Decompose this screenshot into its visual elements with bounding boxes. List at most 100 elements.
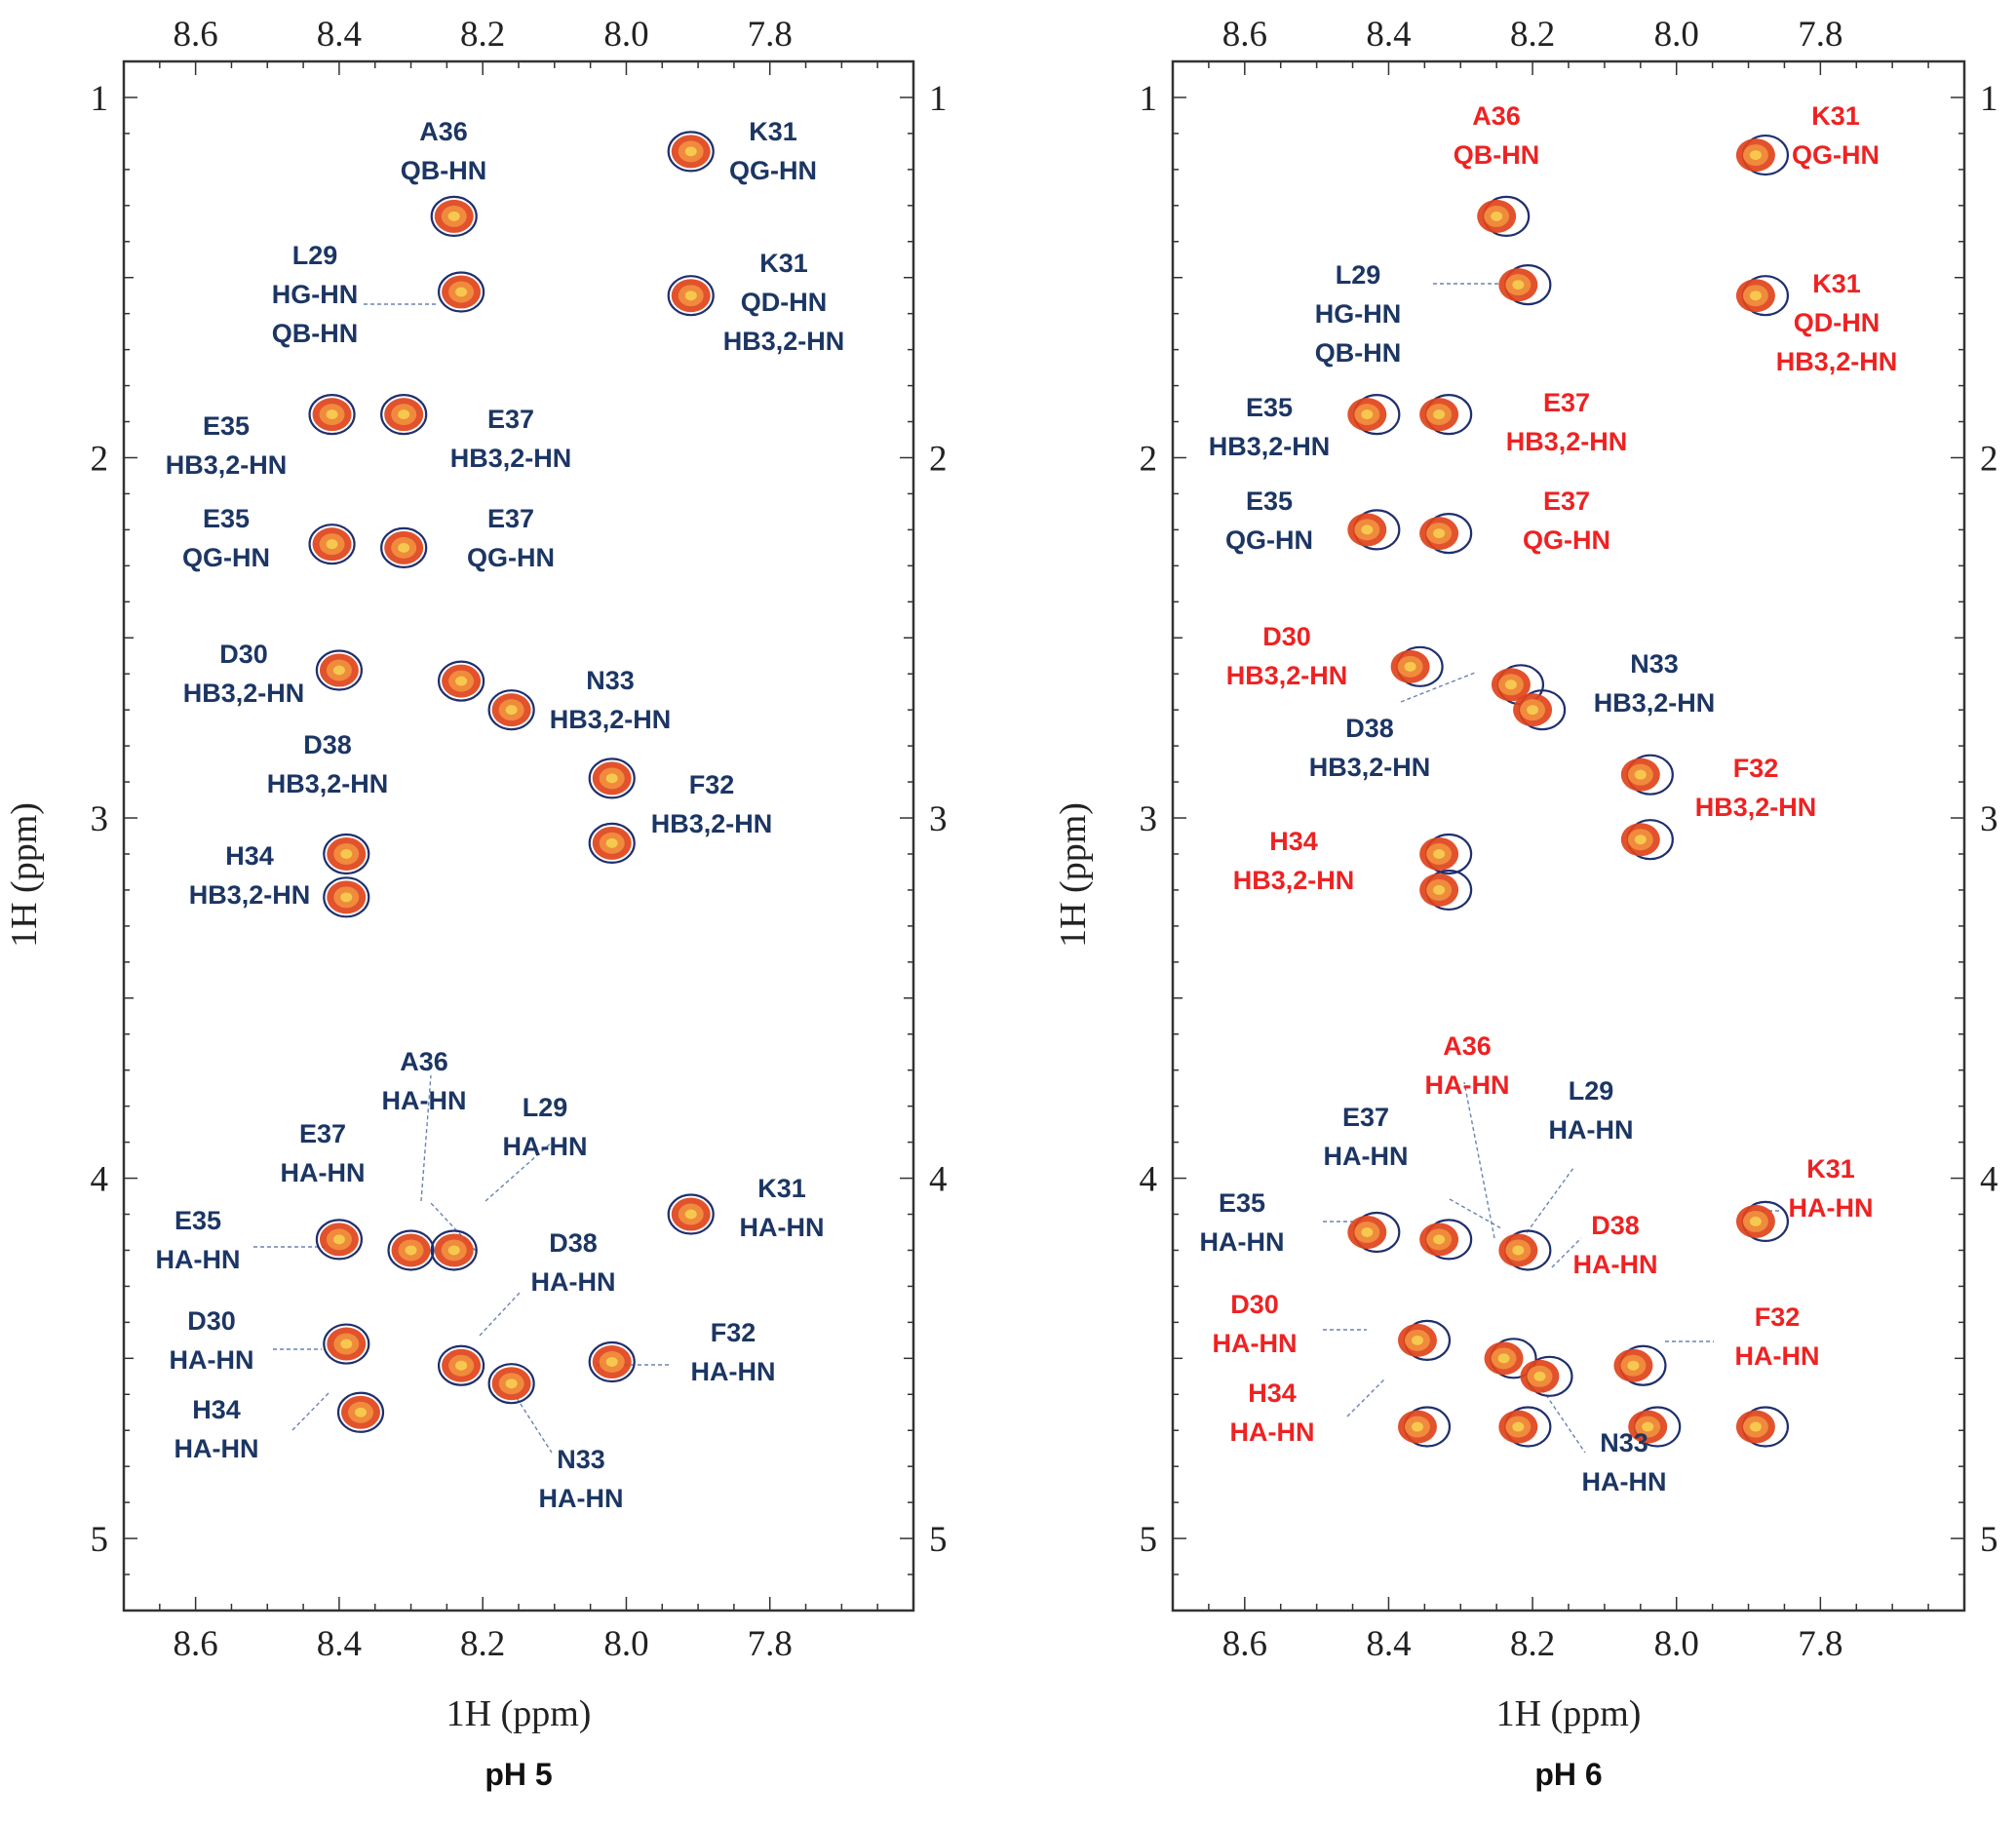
peak-label-line: D38 [1345, 714, 1394, 743]
label-leader-line [291, 1391, 330, 1431]
peak-label-line: D30 [1262, 622, 1311, 651]
peak-label-line: HA-HN [1582, 1467, 1667, 1496]
x-axis-label: 1H (ppm) [446, 1693, 592, 1734]
nmr-peak [487, 1363, 535, 1405]
peak-label-line: E37 [1342, 1103, 1389, 1132]
peak-contour-core [1433, 409, 1446, 420]
nmr-peak [430, 195, 478, 237]
peak-label-line: E37 [1543, 388, 1590, 417]
peak-label-line: HA-HN [281, 1158, 366, 1187]
peak-label-line: D38 [549, 1228, 598, 1258]
peak-contour-outer [380, 526, 428, 568]
peak-contour-core [455, 287, 468, 297]
peak-label-line: K31 [1812, 269, 1861, 298]
peak-contour-core [447, 1245, 460, 1256]
y-tick-label-left: 5 [91, 1520, 109, 1560]
peak-contour-core [398, 409, 410, 420]
peak-label-line: HB3,2-HN [723, 327, 845, 356]
peak-label-line: QB-HN [1315, 338, 1402, 368]
peak-contour-outer [667, 131, 715, 173]
peak-label: K31 QD-HN HB3,2-HN [723, 249, 845, 356]
peak-label: F32 HB3,2-HN [1695, 754, 1817, 822]
x-tick-label-bottom: 8.6 [1222, 1624, 1267, 1664]
peak-label-line: D38 [1591, 1211, 1640, 1240]
peak-label: L29 HG-HN QB-HN [1315, 260, 1402, 368]
peak-label-line: HB3,2-HN [550, 705, 672, 734]
peak-label-line: K31 [749, 117, 797, 146]
peak-label: E37 HB3,2-HN [450, 405, 572, 473]
peak-contour-core [1497, 1353, 1510, 1364]
peak-label-line: F32 [689, 770, 735, 799]
peak-label-line: QD-HN [1794, 308, 1880, 337]
peak-label: E37 HB3,2-HN [1506, 388, 1628, 456]
peak-label: K31 QD-HN HB3,2-HN [1776, 269, 1898, 376]
y-tick-label-right: 1 [929, 79, 948, 119]
peak-contour-core [455, 676, 468, 686]
peak-label-line: HB3,2-HN [1209, 432, 1331, 461]
nmr-peak [1477, 195, 1531, 237]
peak-contour-core [684, 291, 697, 301]
peak-label-line: HA-HN [503, 1132, 588, 1161]
peak-contour-core [1749, 1216, 1762, 1226]
x-tick-label-bottom: 8.4 [1366, 1624, 1411, 1664]
peak-contour-outer [588, 1340, 636, 1383]
label-leader-line [516, 1397, 553, 1454]
nmr-peak [1620, 754, 1674, 796]
peak-contour-outer [588, 822, 636, 864]
label-leader-line [1541, 1388, 1586, 1454]
peak-contour-outer [323, 833, 370, 875]
y-axis-label: 1H (ppm) [4, 802, 45, 948]
peak-contour-core [1533, 1371, 1546, 1381]
peak-label: E35 HA-HN [156, 1206, 241, 1274]
peak-label: K31 HA-HN [1789, 1154, 1874, 1223]
nmr-peak [315, 649, 364, 691]
peak-label: A36 HA-HN [1425, 1031, 1510, 1100]
nmr-peak [667, 131, 715, 173]
nmr-peak [1347, 1211, 1401, 1254]
x-tick-label-bottom: 8.2 [460, 1624, 505, 1664]
peak-label-line: E37 [487, 405, 534, 434]
peak-label: F32 HA-HN [1735, 1302, 1820, 1371]
panel-1: 8.6 8.6 8.4 8.4 8.2 8.2 8.0 8.0 7.8 7.8 1 1 2 2 3 3 4 4 5 5… [4, 15, 948, 1792]
peak-label-line: A36 [1472, 101, 1521, 131]
peak-label-line: HA-HN [1230, 1417, 1315, 1447]
peak-contour-core [1749, 291, 1762, 301]
label-leader-line [420, 1074, 432, 1202]
peak-label-line: QG-HN [729, 156, 817, 185]
peak-contour-core [605, 773, 618, 784]
x-tick-label-bottom: 8.6 [174, 1624, 218, 1664]
peak-contour-outer [323, 876, 370, 918]
y-tick-label-left: 5 [1140, 1520, 1158, 1560]
x-tick-label-top: 7.8 [1798, 15, 1842, 55]
nmr-peak [1419, 1219, 1473, 1261]
peak-contour-core [1512, 280, 1525, 291]
peak-label-line: E35 [174, 1206, 221, 1235]
peak-label-line: HA-HN [170, 1345, 254, 1375]
peak-label-line: HA-HN [531, 1267, 616, 1297]
peak-contour-core [447, 211, 460, 221]
nmr-peak [1491, 664, 1545, 706]
peak-label-line: HB3,2-HN [651, 809, 773, 838]
peak-label-line: N33 [557, 1445, 605, 1474]
peak-label: N33 HA-HN [1582, 1428, 1667, 1496]
peak-label-line: D30 [187, 1306, 236, 1336]
peak-contour-core [1527, 705, 1539, 716]
peak-contour-core [505, 1378, 518, 1389]
y-tick-label-right: 5 [1980, 1520, 1998, 1560]
peak-label-line: K31 [757, 1174, 806, 1203]
nmr-peak [1735, 1200, 1790, 1243]
peak-label-line: QG-HN [1225, 525, 1313, 555]
nmr-peak [380, 394, 428, 436]
peak-contour-core [1749, 1421, 1762, 1432]
peak-label-line: HA-HN [156, 1245, 241, 1274]
peak-contour-core [1749, 150, 1762, 161]
peak-label: D30 HB3,2-HN [183, 640, 305, 708]
peak-label-line: HA-HN [539, 1484, 624, 1513]
peak-label: F32 HB3,2-HN [651, 770, 773, 838]
nmr-peak [1735, 275, 1790, 317]
peak-label-line: QG-HN [1792, 140, 1880, 170]
peak-label-line: A36 [419, 117, 468, 146]
nmr-peak [1513, 689, 1567, 731]
y-axis-label: 1H (ppm) [1053, 802, 1094, 948]
